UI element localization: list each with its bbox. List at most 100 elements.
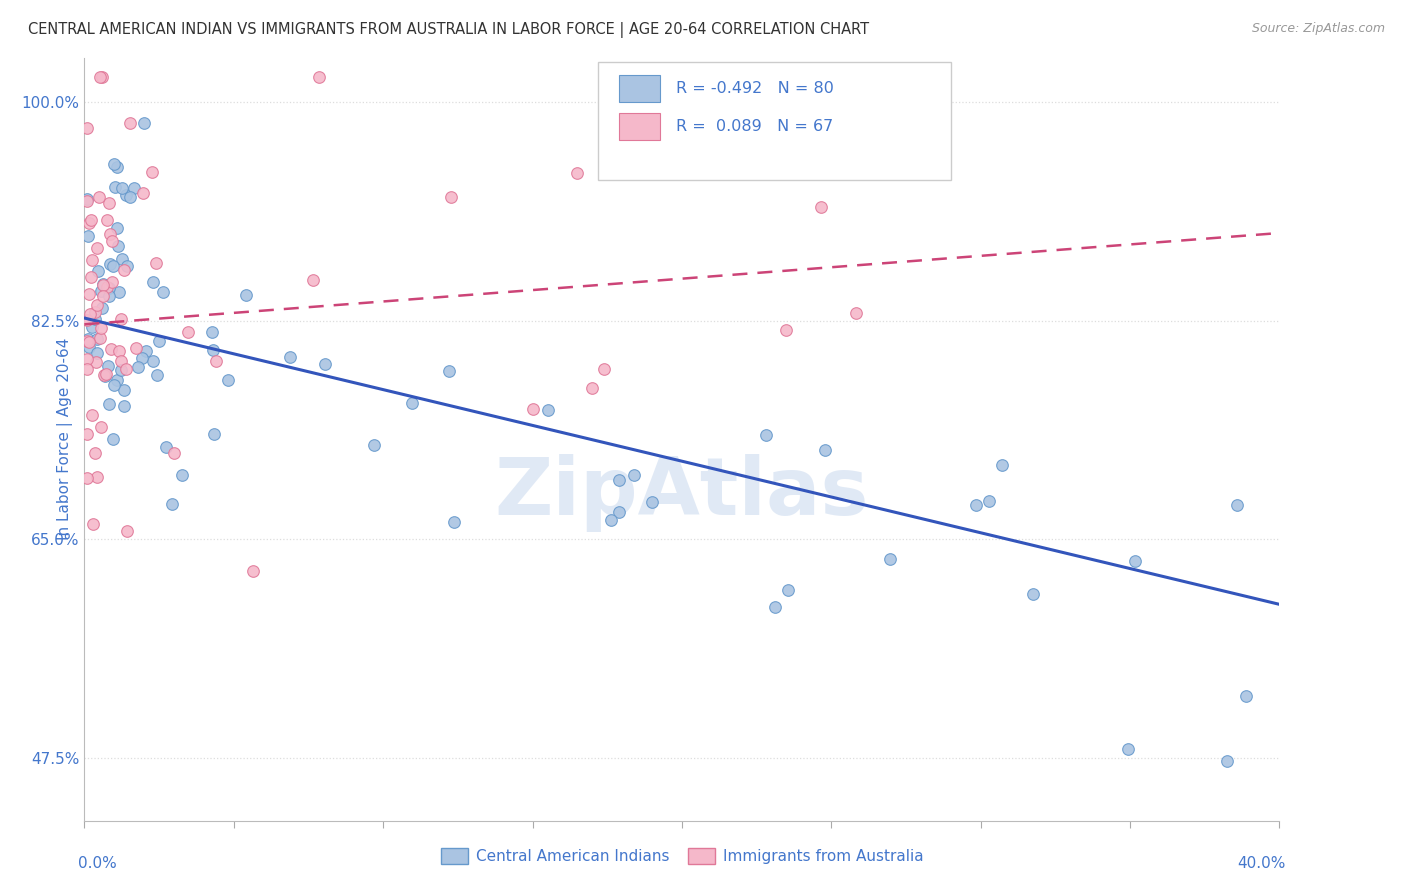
Point (79, 334, 101, 349)
Point (308, 70, 330, 84)
Point (439, 190, 461, 204)
Point (623, 467, 645, 482)
Point (537, 402, 560, 417)
Point (77, 340, 100, 354)
Point (1216, 754, 1239, 768)
Point (86, 470, 108, 484)
Point (152, 285, 174, 299)
Point (599, 513, 621, 527)
Point (100, 343, 122, 357)
Point (155, 440, 177, 454)
Point (108, 285, 131, 299)
Text: CENTRAL AMERICAN INDIAN VS IMMIGRANTS FROM AUSTRALIA IN LABOR FORCE | AGE 20-64 : CENTRAL AMERICAN INDIAN VS IMMIGRANTS FR… (28, 22, 869, 38)
Point (115, 259, 138, 273)
Point (90, 285, 112, 299)
Point (90, 321, 112, 335)
Point (755, 428, 778, 442)
Point (98, 227, 121, 242)
Point (177, 326, 200, 340)
Point (437, 364, 460, 378)
Point (581, 381, 603, 395)
Point (89, 70, 111, 84)
Point (763, 600, 786, 615)
Point (97, 281, 120, 295)
Point (87, 263, 110, 277)
Point (814, 443, 837, 458)
Point (98, 397, 121, 411)
Point (845, 306, 868, 320)
Point (93, 368, 115, 382)
Point (82, 517, 104, 532)
Point (98, 196, 121, 211)
Point (77, 332, 100, 346)
Point (118, 116, 141, 130)
Point (108, 343, 131, 358)
Point (522, 401, 544, 416)
Point (110, 354, 132, 368)
Point (124, 341, 146, 355)
Point (111, 181, 134, 195)
Point (94, 367, 117, 381)
Point (132, 116, 155, 130)
Point (115, 524, 138, 539)
Point (98, 257, 121, 271)
Point (122, 181, 145, 195)
Point (79, 306, 101, 320)
Point (112, 399, 135, 413)
Point (76, 334, 98, 348)
Point (80, 213, 103, 227)
Point (314, 357, 336, 371)
Point (110, 363, 132, 377)
Point (83, 305, 105, 319)
Point (112, 263, 135, 277)
Point (107, 239, 129, 253)
Point (96, 280, 118, 294)
Point (363, 437, 385, 451)
Point (101, 234, 124, 248)
Point (217, 373, 239, 387)
Point (80, 269, 103, 284)
Point (163, 446, 186, 460)
Point (84, 311, 107, 326)
Point (86, 241, 108, 255)
Point (205, 354, 228, 368)
Point (141, 165, 163, 179)
Point (142, 353, 165, 368)
Point (97, 359, 120, 373)
Point (76, 362, 98, 376)
Point (127, 360, 149, 375)
Point (76, 194, 98, 209)
Point (87, 190, 110, 204)
Point (76, 192, 98, 206)
Point (134, 343, 156, 358)
Point (86, 345, 108, 359)
Point (242, 564, 264, 578)
Point (103, 156, 125, 170)
Point (91, 288, 114, 302)
Text: Source: ZipAtlas.com: Source: ZipAtlas.com (1251, 22, 1385, 36)
Point (112, 383, 135, 397)
Point (91, 70, 114, 84)
Point (80, 319, 103, 334)
Point (1116, 741, 1139, 756)
Point (77, 216, 100, 230)
Point (105, 160, 128, 174)
Point (148, 334, 170, 348)
Point (107, 221, 129, 235)
Point (76, 313, 98, 327)
Point (91, 278, 114, 293)
Point (641, 494, 664, 508)
Point (76, 471, 98, 485)
Point (643, 70, 665, 84)
Point (105, 374, 128, 388)
Point (977, 494, 1000, 508)
Point (172, 468, 194, 483)
Text: R =  0.089   N = 67: R = 0.089 N = 67 (676, 119, 834, 134)
Point (145, 255, 167, 269)
Point (84, 446, 107, 460)
Point (1021, 587, 1043, 601)
Point (111, 252, 134, 266)
Point (90, 301, 112, 315)
Point (1123, 554, 1146, 568)
Point (101, 432, 124, 446)
